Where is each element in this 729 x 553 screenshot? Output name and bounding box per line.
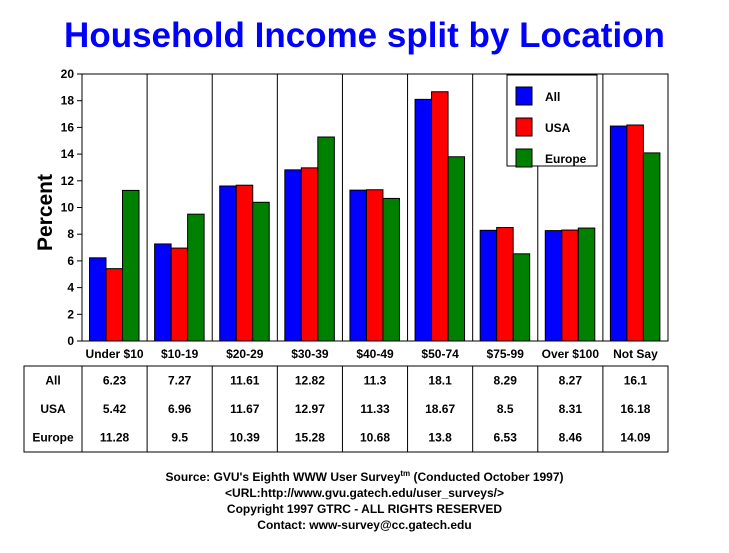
y-tick-label: 6 bbox=[67, 254, 74, 268]
table-cell: 8.27 bbox=[559, 373, 583, 387]
table-cell: 6.96 bbox=[168, 402, 192, 416]
bar-usa bbox=[431, 91, 449, 342]
table-cell: 6.23 bbox=[103, 373, 127, 387]
table-cell: 5.42 bbox=[103, 402, 127, 416]
bar-usa bbox=[561, 229, 579, 342]
bar-all bbox=[544, 230, 563, 342]
bar-europe bbox=[122, 189, 140, 342]
bar-usa bbox=[365, 189, 384, 342]
table-cell: 14.09 bbox=[620, 431, 650, 445]
source-footer: Source: GVU's Eighth WWW User Surveytm (… bbox=[0, 466, 729, 533]
source-line: Source: GVU's Eighth WWW User Surveytm (… bbox=[0, 466, 729, 485]
chart-title: Household Income split by Location bbox=[64, 16, 665, 55]
table-cell: 12.97 bbox=[295, 402, 325, 416]
table-cell: 11.3 bbox=[364, 373, 387, 387]
legend-swatch-europe bbox=[515, 148, 533, 168]
bar-all bbox=[609, 125, 628, 342]
y-tick-label: 20 bbox=[61, 67, 75, 81]
table-cell: 10.39 bbox=[230, 431, 260, 445]
bar-europe bbox=[577, 227, 596, 342]
table-cell: 11.33 bbox=[360, 402, 390, 416]
x-tick-label: $40-49 bbox=[356, 347, 394, 361]
table-cell: 8.31 bbox=[559, 402, 583, 416]
bar-all bbox=[89, 257, 107, 342]
y-tick-label: 0 bbox=[67, 334, 74, 348]
legend-label: USA bbox=[545, 121, 571, 135]
table-cell: 11.61 bbox=[230, 373, 260, 387]
y-tick-label: 18 bbox=[61, 94, 75, 108]
legend-swatch-usa bbox=[515, 117, 533, 137]
table-cell: 8.46 bbox=[559, 431, 583, 445]
bar-usa bbox=[170, 247, 189, 342]
x-tick-label: Over $100 bbox=[542, 347, 600, 361]
table-cell: 6.53 bbox=[494, 431, 518, 445]
x-tick-label: $50-74 bbox=[421, 347, 459, 361]
bar-all bbox=[349, 189, 367, 342]
bar-europe bbox=[642, 152, 661, 342]
table-cell: 10.68 bbox=[360, 431, 390, 445]
legend-swatch-all bbox=[515, 86, 533, 106]
y-axis-label: Percent bbox=[34, 174, 57, 251]
table-cell: 8.5 bbox=[497, 402, 514, 416]
table-row-label: All bbox=[45, 373, 60, 387]
bar-usa bbox=[626, 124, 644, 342]
x-tick-label: $10-19 bbox=[161, 347, 199, 361]
y-tick-label: 8 bbox=[67, 227, 74, 241]
bar-all bbox=[219, 185, 237, 342]
table-cell: 15.28 bbox=[295, 431, 325, 445]
table-cell: 11.28 bbox=[100, 431, 130, 445]
table-row-label: USA bbox=[40, 402, 66, 416]
x-tick-label: $30-39 bbox=[291, 347, 329, 361]
bar-europe bbox=[447, 156, 466, 342]
table-cell: 7.27 bbox=[168, 373, 192, 387]
y-tick-label: 16 bbox=[61, 120, 75, 134]
table-cell: 13.8 bbox=[428, 431, 452, 445]
x-tick-label: $75-99 bbox=[487, 347, 525, 361]
bar-all bbox=[154, 243, 172, 342]
data-table bbox=[23, 365, 669, 453]
bar-usa bbox=[496, 227, 514, 342]
bar-europe bbox=[317, 136, 335, 342]
y-tick-label: 14 bbox=[61, 147, 75, 161]
bar-usa bbox=[300, 167, 319, 342]
table-cell: 16.1 bbox=[624, 373, 648, 387]
legend-label: Europe bbox=[545, 152, 587, 166]
bar-europe bbox=[187, 213, 205, 342]
legend-label: All bbox=[545, 90, 560, 104]
table-cell: 12.82 bbox=[295, 373, 325, 387]
source-url: <URL:http://www.gvu.gatech.edu/user_surv… bbox=[225, 486, 504, 500]
bar-all bbox=[284, 169, 302, 342]
y-tick-label: 4 bbox=[67, 281, 74, 295]
trademark-mark: tm bbox=[400, 469, 411, 478]
table-cell: 8.29 bbox=[494, 373, 518, 387]
x-tick-label: Not Say bbox=[613, 347, 658, 361]
source-text: Source: GVU's Eighth WWW User Survey bbox=[165, 470, 401, 484]
bar-usa bbox=[105, 268, 123, 342]
copyright-text: Copyright 1997 GTRC - ALL RIGHTS RESERVE… bbox=[226, 502, 503, 516]
table-cell: 11.67 bbox=[230, 402, 260, 416]
x-tick-label: $20-29 bbox=[226, 347, 264, 361]
bar-europe bbox=[252, 201, 270, 342]
bar-all bbox=[479, 229, 498, 342]
bar-europe bbox=[382, 197, 400, 342]
table-cell: 9.5 bbox=[171, 431, 188, 445]
bar-usa bbox=[235, 184, 254, 342]
y-tick-label: 10 bbox=[61, 201, 75, 215]
table-cell: 16.18 bbox=[620, 402, 650, 416]
table-row-label: Europe bbox=[32, 431, 74, 445]
table-cell: 18.67 bbox=[425, 402, 455, 416]
table-cell: 18.1 bbox=[428, 373, 452, 387]
y-tick-label: 2 bbox=[67, 307, 74, 321]
y-tick-label: 12 bbox=[61, 174, 75, 188]
contact-text: Contact: www-survey@cc.gatech.edu bbox=[257, 518, 472, 532]
x-tick-label: Under $10 bbox=[86, 347, 144, 361]
source-date: (Conducted October 1997) bbox=[410, 470, 564, 484]
bar-all bbox=[414, 98, 433, 342]
bar-europe bbox=[512, 253, 531, 342]
